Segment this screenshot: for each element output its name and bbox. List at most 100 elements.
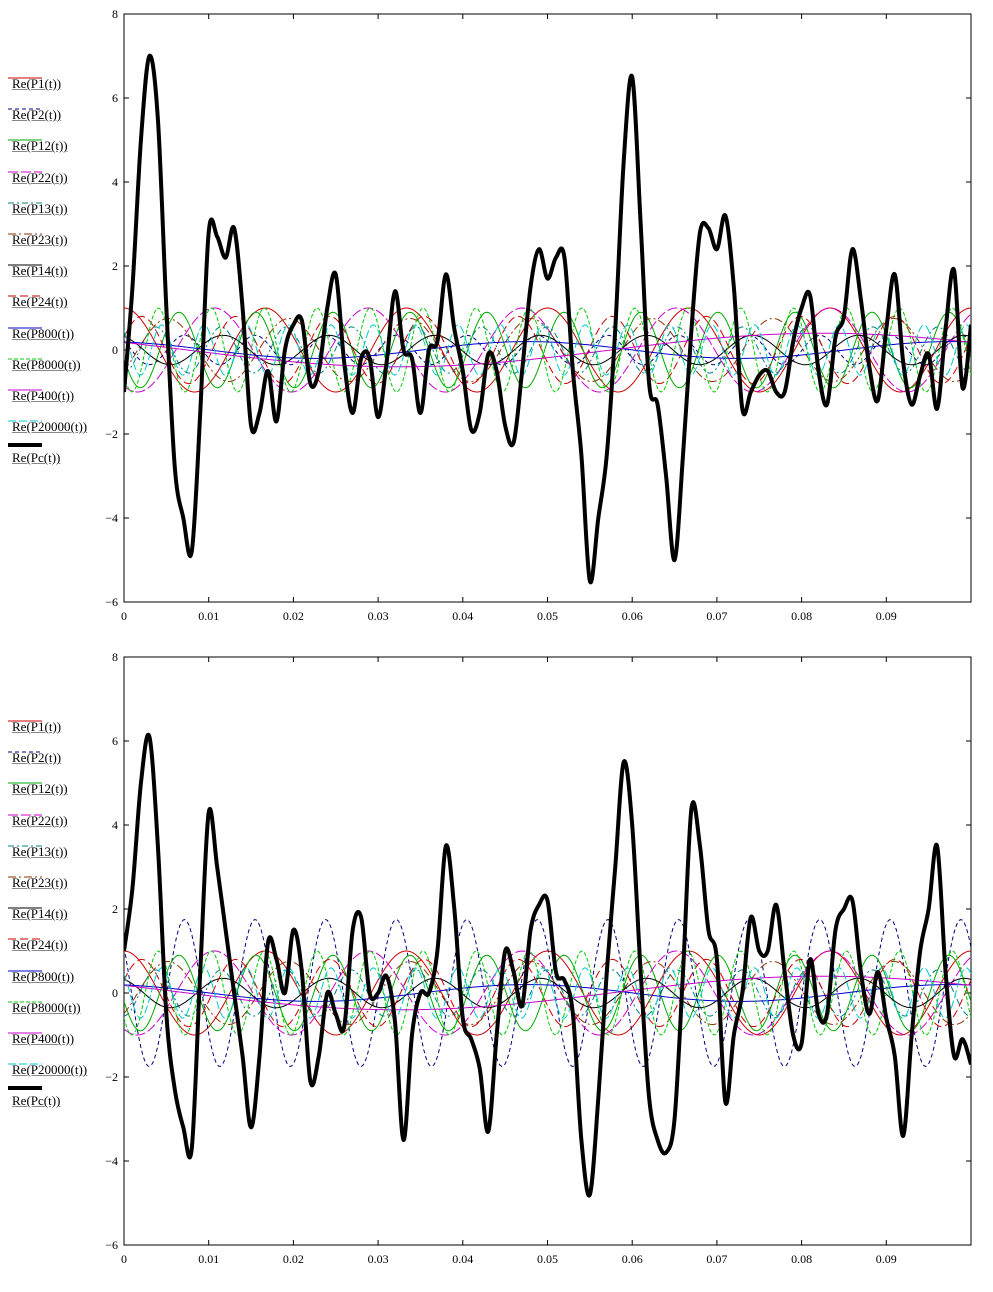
- legend-swatch: [8, 264, 42, 266]
- legend-label: Re(P23(t)): [12, 232, 68, 247]
- x-tick-label: 0.04: [452, 1252, 473, 1266]
- legend-item: Re(P14(t)): [8, 263, 120, 294]
- legend-swatch: [8, 876, 42, 878]
- legend-item: Re(P400(t)): [8, 1031, 120, 1062]
- legend-label: Re(P20000(t)): [12, 419, 88, 435]
- y-tick-label: −4: [105, 1154, 118, 1168]
- series-group: [124, 53, 971, 585]
- legend-swatch: [8, 202, 42, 204]
- y-tick-label: 4: [112, 175, 118, 189]
- legend-item: Re(P20000(t)): [8, 419, 120, 450]
- legend-item: Re(P24(t)): [8, 294, 120, 325]
- y-tick-label: 6: [112, 734, 118, 748]
- legend-label: Re(Pc(t)): [12, 1093, 61, 1109]
- series-line-re-p2-t: [124, 918, 971, 1068]
- y-tick-label: 0: [112, 986, 118, 1000]
- legend-swatch: [8, 907, 42, 909]
- legend-label: Re(P1(t)): [12, 719, 62, 734]
- x-tick-label: 0.09: [876, 1252, 897, 1266]
- legend-label: Re(P24(t)): [12, 937, 68, 953]
- legend-label: Re(P12(t)): [12, 138, 68, 154]
- legend-swatch: [8, 77, 42, 79]
- chart-panel-top: Re(P1(t)) Re(P2(t)) Re(P12(t)) Re(P22(t)) Re…: [8, 7, 972, 623]
- legend-item: Re(P800(t)): [8, 326, 120, 357]
- legend-item: Re(P8000(t)): [8, 357, 120, 388]
- legend-swatch: [8, 233, 42, 235]
- legend-swatch: [8, 751, 42, 753]
- x-tick-label: 0.03: [368, 1252, 389, 1266]
- legend-swatch: [8, 1032, 42, 1034]
- y-tick-label: 8: [112, 7, 118, 21]
- legend-item: Re(P12(t)): [8, 138, 120, 169]
- x-tick-label: 0.07: [706, 609, 727, 623]
- legend-swatch: [8, 295, 42, 297]
- series-line-re-p400-t: [124, 332, 971, 368]
- legend-swatch: [8, 108, 42, 110]
- legend-item: Re(P13(t)): [8, 844, 120, 875]
- legend-swatch-re-pc-t: [8, 443, 42, 448]
- y-tick-label: 2: [112, 902, 118, 916]
- legend-label: Re(P1(t)): [12, 76, 62, 91]
- x-tick-label: 0.01: [198, 609, 219, 623]
- y-tick-label: −2: [105, 427, 118, 441]
- legend-item: Re(P14(t)): [8, 906, 120, 937]
- legend-swatch-re-pc-t: [8, 1086, 42, 1091]
- legend-label: Re(P22(t)): [12, 169, 68, 185]
- legend-item: Re(P2(t)): [8, 107, 120, 138]
- y-tick-label: −6: [105, 595, 118, 609]
- series-line-re-p22-t: [124, 950, 971, 1036]
- x-tick-label: 0.08: [791, 609, 812, 623]
- x-tick-label: 0.08: [791, 1252, 812, 1266]
- legend-item: Re(P8000(t)): [8, 1000, 120, 1031]
- x-tick-label: 0.07: [706, 1252, 727, 1266]
- x-tick-label: 0.06: [622, 609, 643, 623]
- legend-label: Re(P12(t)): [12, 781, 68, 797]
- series-line-re-p800-t: [124, 341, 971, 359]
- legend-item: Re(Pc(t)): [8, 450, 120, 481]
- legend-label: Re(P24(t)): [12, 294, 68, 310]
- legend-swatch: [8, 327, 42, 329]
- x-tick-label: 0: [121, 1252, 127, 1266]
- legend-item: Re(P1(t)): [8, 719, 120, 750]
- chart-panel-bottom: Re(P1(t)) Re(P2(t)) Re(P12(t)) Re(P22(t)) Re…: [0, 643, 993, 1289]
- x-tick-label: 0.09: [876, 609, 897, 623]
- legend-label: Re(P13(t)): [12, 843, 68, 859]
- legend-label: Re(P800(t)): [12, 968, 75, 984]
- legend-swatch: [8, 938, 42, 940]
- legend-item: Re(Pc(t)): [8, 1093, 120, 1124]
- y-tick-label: 0: [112, 343, 118, 357]
- y-tick-label: 8: [112, 650, 118, 664]
- legend-label: Re(P2(t)): [12, 750, 62, 766]
- series-line-re-p13-t: [124, 969, 971, 1017]
- legend-label: Re(P23(t)): [12, 875, 68, 890]
- legend-label: Re(P14(t)): [12, 906, 68, 922]
- legend-item: Re(P1(t)): [8, 76, 120, 107]
- legend-label: Re(Pc(t)): [12, 450, 61, 466]
- legend-item: Re(P23(t)): [8, 232, 120, 263]
- legend-swatch: [8, 171, 42, 173]
- legend-item: Re(P400(t)): [8, 388, 120, 419]
- legend-item: Re(P20000(t)): [8, 1062, 120, 1093]
- y-tick-label: −6: [105, 1238, 118, 1252]
- x-tick-label: 0.02: [283, 1252, 304, 1266]
- y-tick-label: 2: [112, 259, 118, 273]
- legend-swatch: [8, 845, 42, 847]
- series-line-re-p13-t: [124, 326, 971, 374]
- legend-item: Re(P13(t)): [8, 201, 120, 232]
- series-line-re-p23-t: [124, 960, 971, 1026]
- legend-item: Re(P24(t)): [8, 937, 120, 968]
- legend-swatch: [8, 970, 42, 972]
- x-tick-label: 0.05: [537, 1252, 558, 1266]
- legend-swatch: [8, 720, 42, 722]
- series-line-re-pc-t: [124, 732, 971, 1198]
- x-tick-label: 0.01: [198, 1252, 219, 1266]
- legend-label: Re(P20000(t)): [12, 1062, 88, 1078]
- x-tick-label: 0.02: [283, 609, 304, 623]
- legend-item: Re(P22(t)): [8, 813, 120, 844]
- legend-label: Re(P2(t)): [12, 107, 62, 123]
- y-tick-label: −2: [105, 1070, 118, 1084]
- series-line-re-p24-t: [124, 315, 971, 385]
- series-group: [124, 732, 971, 1198]
